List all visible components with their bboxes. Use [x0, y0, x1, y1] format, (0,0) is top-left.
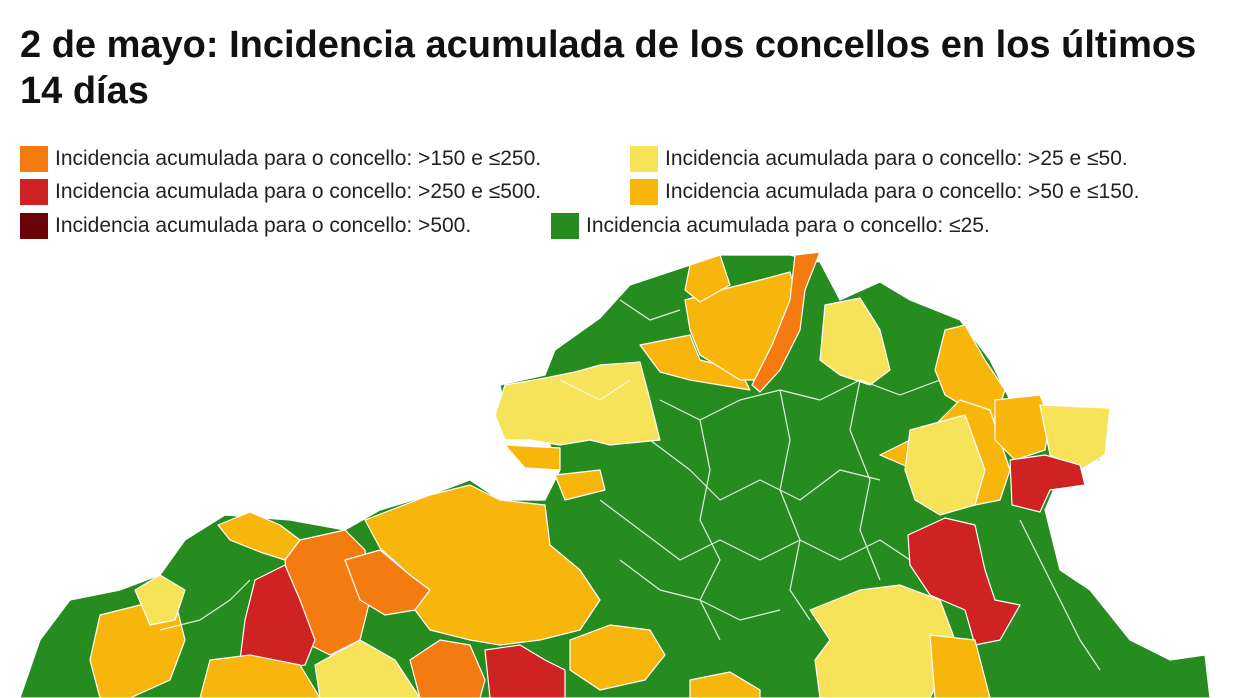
municipality-south-orange	[409, 639, 486, 698]
municipality-ne-red	[1009, 454, 1086, 513]
municipality-ne-5	[1039, 404, 1111, 471]
legend-label-25-50: Incidencia acumulada para o concello: >2…	[665, 147, 1128, 170]
map-legend: Incidencia acumulada para o concello: >1…	[20, 146, 1240, 246]
choropleth-map	[19, 251, 1211, 698]
municipality-ne-4	[994, 394, 1051, 461]
municipality-nw-peninsula	[494, 361, 661, 446]
legend-swatch-under-25	[551, 213, 579, 239]
legend-label-50-150: Incidencia acumulada para o concello: >5…	[665, 180, 1140, 203]
legend-item-50-150: Incidencia acumulada para o concello: >5…	[630, 179, 1139, 205]
legend-item-150-250: Incidencia acumulada para o concello: >1…	[20, 146, 541, 172]
municipality-nw-coast	[504, 444, 561, 471]
legend-label-250-500: Incidencia acumulada para o concello: >2…	[55, 180, 542, 203]
municipality-south-center	[689, 671, 761, 698]
municipality-sw-2	[134, 574, 186, 626]
legend-label-under-25: Incidencia acumulada para o concello: ≤2…	[586, 214, 990, 237]
municipality-sw-3	[199, 654, 321, 698]
municipality-ne-3	[904, 414, 986, 516]
municipality-south-red	[484, 644, 566, 698]
legend-item-over-500: Incidencia acumulada para o concello: >5…	[20, 213, 471, 239]
municipality-west-red	[239, 564, 316, 671]
municipality-east-red	[907, 517, 1021, 646]
legend-swatch-150-250	[20, 146, 48, 172]
legend-swatch-25-50	[630, 146, 658, 172]
municipality-south-2	[569, 624, 666, 691]
map-title: 2 de mayo: Incidencia acumulada de los c…	[20, 24, 1197, 112]
municipality-south-east-2	[929, 634, 991, 698]
municipality-coast-small	[554, 469, 606, 501]
legend-swatch-over-500	[20, 213, 48, 239]
municipality-north-3	[684, 254, 731, 303]
legend-item-under-25: Incidencia acumulada para o concello: ≤2…	[551, 213, 990, 239]
legend-swatch-250-500	[20, 179, 48, 205]
municipality-borders	[159, 299, 1101, 671]
legend-label-over-500: Incidencia acumulada para o concello: >5…	[55, 214, 472, 237]
legend-item-250-500: Incidencia acumulada para o concello: >2…	[20, 179, 541, 205]
municipality-north-orange	[751, 251, 821, 393]
municipality-north-yellow	[819, 297, 891, 386]
municipality-center-south-1	[364, 484, 601, 646]
legend-label-150-250: Incidencia acumulada para o concello: >1…	[55, 147, 542, 170]
municipality-sw-4	[314, 639, 421, 698]
legend-item-25-50: Incidencia acumulada para o concello: >2…	[630, 146, 1128, 172]
legend-swatch-50-150	[630, 179, 658, 205]
municipality-north-1	[639, 334, 751, 391]
